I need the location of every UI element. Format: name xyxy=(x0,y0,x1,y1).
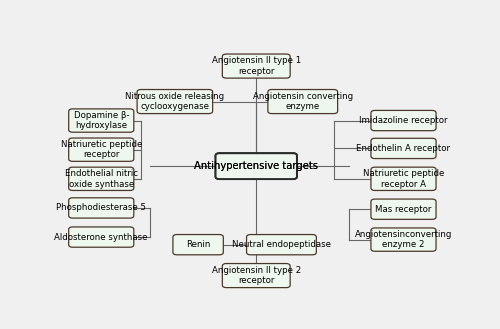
FancyBboxPatch shape xyxy=(68,227,134,247)
FancyBboxPatch shape xyxy=(371,199,436,219)
FancyBboxPatch shape xyxy=(68,109,134,132)
FancyBboxPatch shape xyxy=(268,89,338,114)
FancyBboxPatch shape xyxy=(216,153,297,179)
Text: Natriuretic peptide
receptor A: Natriuretic peptide receptor A xyxy=(363,169,444,189)
FancyBboxPatch shape xyxy=(68,167,134,190)
Text: Phosphodiesterase 5: Phosphodiesterase 5 xyxy=(56,203,146,213)
FancyBboxPatch shape xyxy=(68,198,134,218)
Text: Imidazoline receptor: Imidazoline receptor xyxy=(359,116,448,125)
Text: Angiotensin II type 2
receptor: Angiotensin II type 2 receptor xyxy=(212,266,301,285)
FancyBboxPatch shape xyxy=(222,264,290,288)
Text: Nitrous oxide releasing
cyclooxygenase: Nitrous oxide releasing cyclooxygenase xyxy=(126,92,224,111)
FancyBboxPatch shape xyxy=(371,228,436,251)
Text: Antihypertensive targets: Antihypertensive targets xyxy=(194,161,318,171)
Text: Renin: Renin xyxy=(186,240,210,249)
FancyBboxPatch shape xyxy=(371,167,436,190)
FancyBboxPatch shape xyxy=(216,153,297,179)
FancyBboxPatch shape xyxy=(371,138,436,159)
Text: Endothelin A receptor: Endothelin A receptor xyxy=(356,144,450,153)
Text: Endothelial nitric
oxide synthase: Endothelial nitric oxide synthase xyxy=(65,169,138,189)
Text: Antihypertensive targets: Antihypertensive targets xyxy=(194,161,318,171)
Text: Angiotensinconverting
enzyme 2: Angiotensinconverting enzyme 2 xyxy=(355,230,452,249)
Text: Angiotensin II type 1
receptor: Angiotensin II type 1 receptor xyxy=(212,56,301,76)
FancyBboxPatch shape xyxy=(222,54,290,78)
Text: Mas receptor: Mas receptor xyxy=(376,205,432,214)
Text: Aldosterone synthase: Aldosterone synthase xyxy=(54,233,148,241)
Text: Angiotensin converting
enzyme: Angiotensin converting enzyme xyxy=(252,92,353,111)
FancyBboxPatch shape xyxy=(246,235,316,255)
Text: Natriuretic peptide
receptor: Natriuretic peptide receptor xyxy=(60,140,142,159)
FancyBboxPatch shape xyxy=(173,235,224,255)
FancyBboxPatch shape xyxy=(371,111,436,131)
Text: Neutral endopeptidase: Neutral endopeptidase xyxy=(232,240,331,249)
FancyBboxPatch shape xyxy=(68,138,134,161)
Text: Dopamine β-
hydroxylase: Dopamine β- hydroxylase xyxy=(74,111,129,130)
FancyBboxPatch shape xyxy=(137,89,212,114)
